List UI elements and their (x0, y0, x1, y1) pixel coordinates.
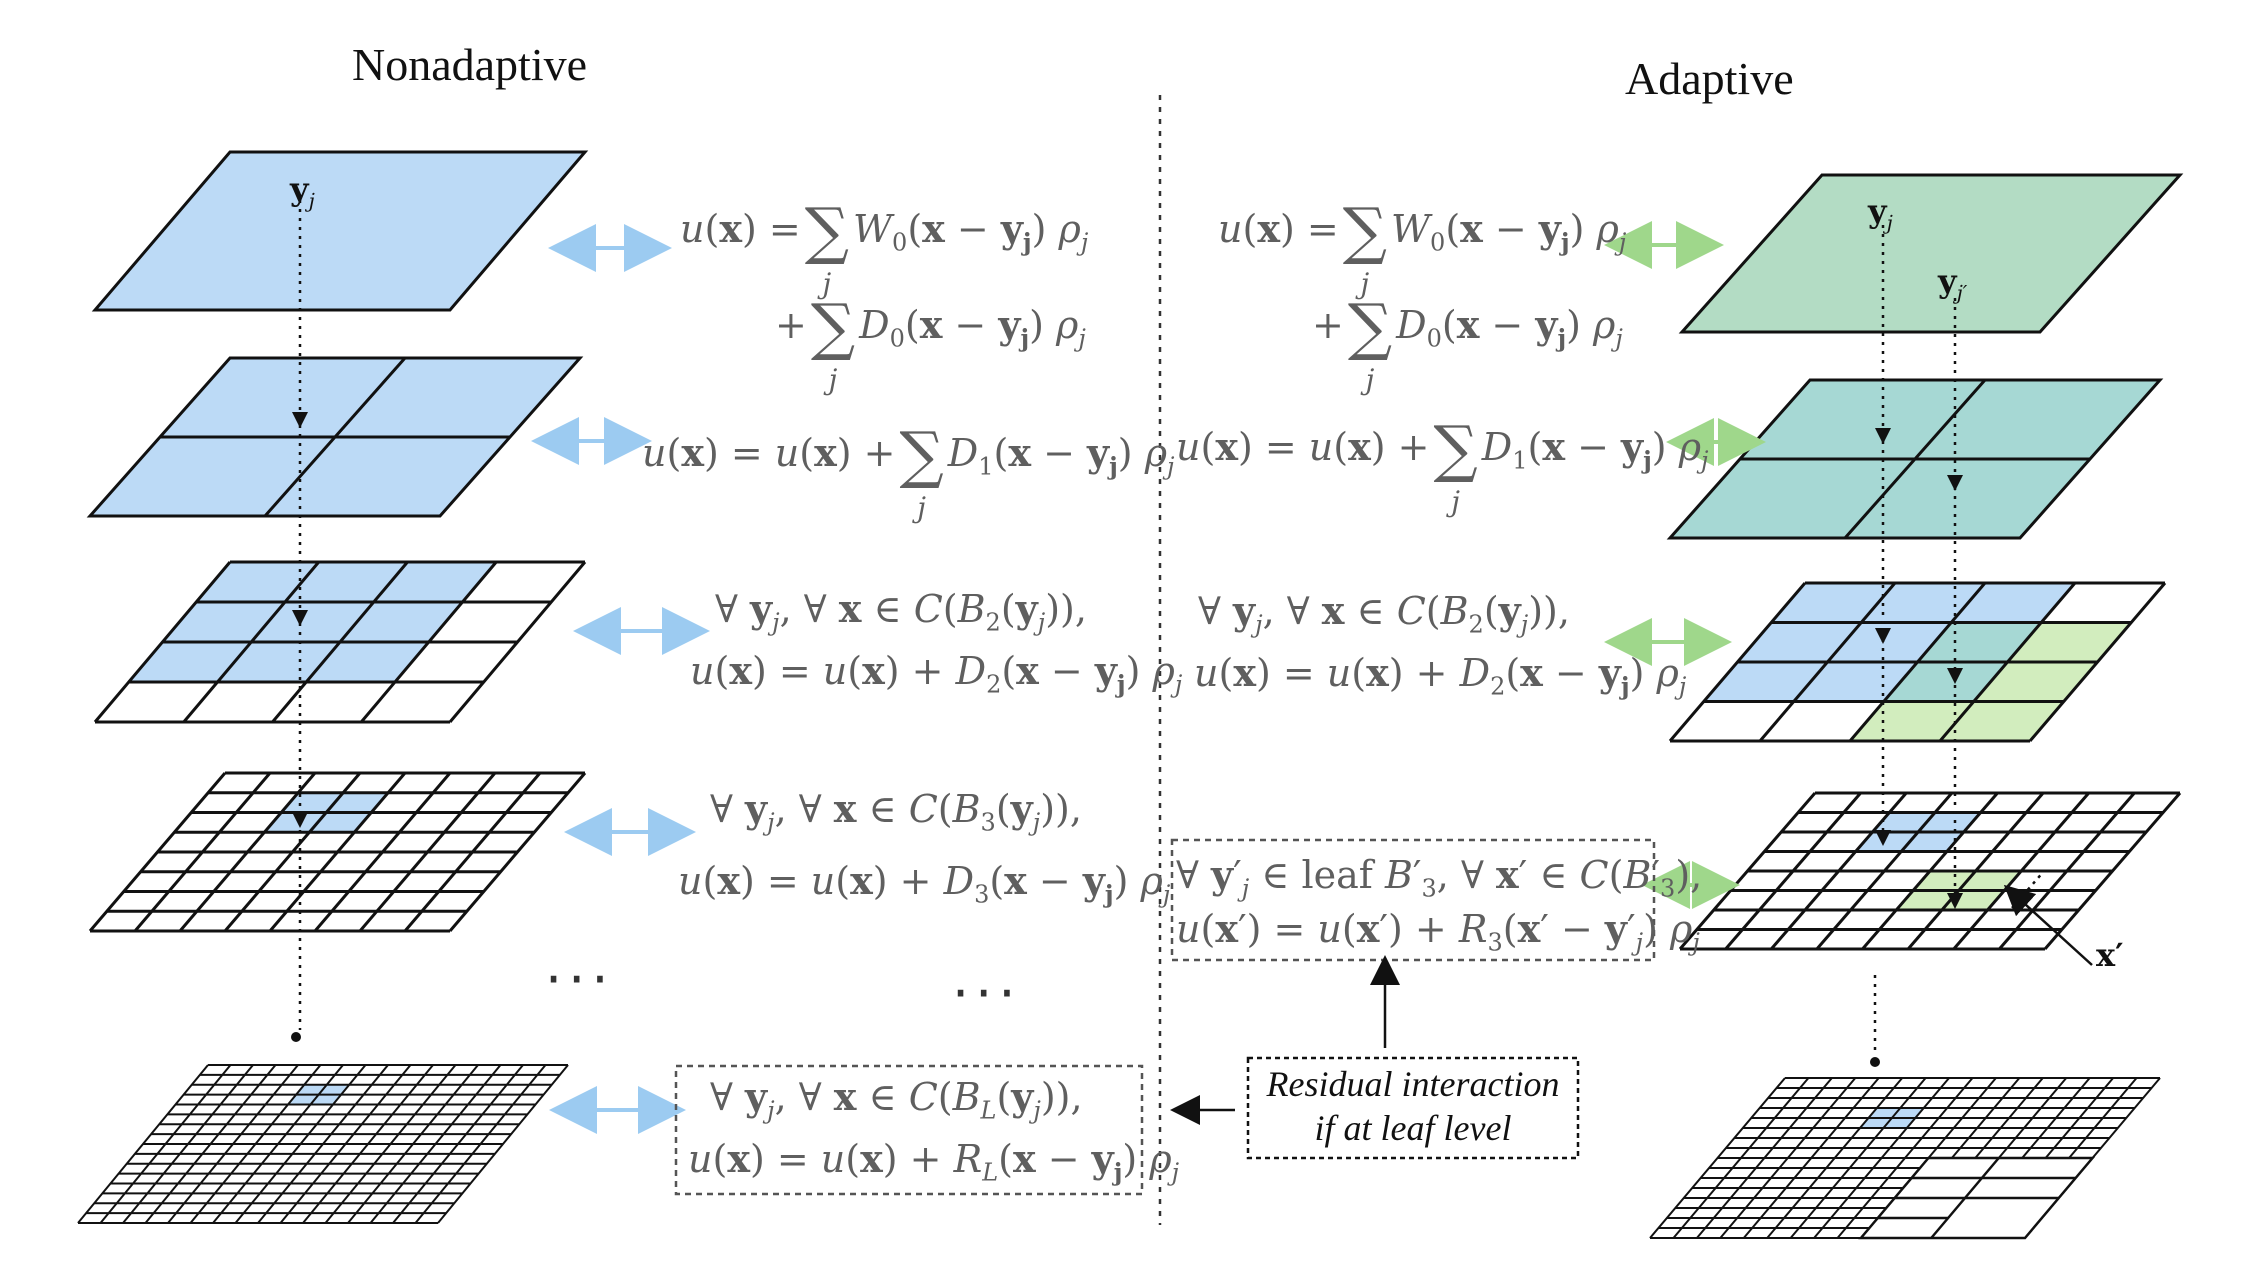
left-level2-grid (93, 560, 587, 724)
note-line1: Residual interaction (1266, 1064, 1560, 1104)
left-grid-levels (77, 560, 587, 1224)
left-eq-La: ∀ yj, ∀ x ∈ C(BL(yj)), (710, 1074, 1083, 1125)
label-yjprime-right: yj′ (1938, 262, 1968, 305)
ellipsis-left-eq: ··· (952, 962, 1022, 1025)
label-yj-left: yj (290, 170, 315, 213)
left-eq-1: u(x) = u(x) +∑ j D1(x − yj) ρj (642, 418, 1175, 524)
right-eq-0a: u(x) =∑ j W0(x − yj) ρj (1218, 194, 1627, 300)
right-eq-2a: ∀ yj, ∀ x ∈ C(B2(yj)), (1198, 588, 1570, 639)
note-text: Residual interaction if at leaf level (1248, 1062, 1578, 1150)
left-eq-Lb: u(x) = u(x) + RL(x − yj) ρj (688, 1136, 1180, 1187)
right-eq-0b: +∑ j D0(x − yj) ρj (1312, 290, 1623, 396)
left-eq-3b: u(x) = u(x) + D3(x − yj) ρj (678, 858, 1171, 909)
label-xprime: x′ (2096, 936, 2124, 974)
note-line2: if at leaf level (1314, 1108, 1512, 1148)
left-level0-plane (91, 150, 589, 312)
left-eq-0b: +∑ j D0(x − yj) ρj (775, 290, 1086, 396)
right-leaf-grid (1649, 1077, 2161, 1240)
label-yj-right: yj (1868, 192, 1893, 235)
left-residual-box (674, 1064, 1144, 1196)
left-eq-3a: ∀ yj, ∀ x ∈ C(B3(yj)), (710, 786, 1082, 837)
right-eq-3a: ∀ y′j ∈ leaf B′3, ∀ x′ ∈ C(B′3), (1176, 852, 1703, 903)
right-grid-levels (1649, 581, 2182, 1240)
right-eq-2b: u(x) = u(x) + D2(x − yj) ρj (1194, 650, 1687, 701)
right-level0-plane (1678, 173, 2184, 334)
title-adaptive: Adaptive (1625, 53, 1794, 104)
left-eq-0a: u(x) =∑ j W0(x − yj) ρj (680, 194, 1089, 300)
left-level3-grid (88, 771, 587, 933)
right-level3-grid (1678, 791, 2182, 951)
left-eq-2a: ∀ yj, ∀ x ∈ C(B2(yj)), (715, 586, 1087, 637)
left-eq-2b: u(x) = u(x) + D2(x − yj) ρj (690, 648, 1183, 699)
ellipsis-left-grid: ··· (545, 948, 615, 1011)
left-levelL-grid (77, 1064, 569, 1224)
note-box (1246, 1056, 1580, 1160)
right-eq-3b: u(x′) = u(x′) + R3(x′ − y′j) ρj (1176, 906, 1700, 957)
right-eq-1: u(x) = u(x) +∑ j D1(x − yj) ρj (1176, 412, 1709, 518)
right-level2-grid (1668, 581, 2167, 743)
right-residual-box (1170, 838, 1656, 962)
title-nonadaptive: Nonadaptive (352, 39, 588, 90)
